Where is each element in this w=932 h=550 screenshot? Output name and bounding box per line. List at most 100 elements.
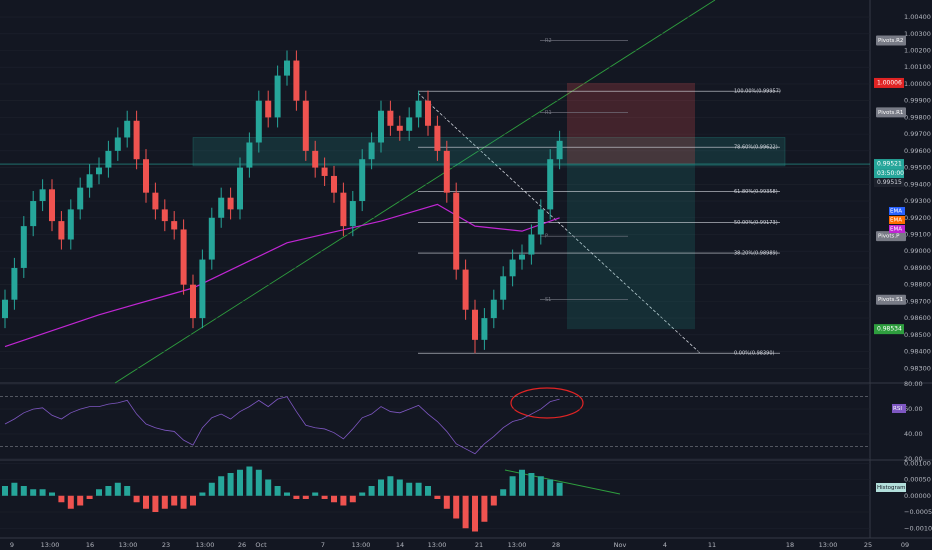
y-tick-label: 0.98400 <box>904 348 931 356</box>
candle-body <box>312 150 319 168</box>
histogram-bar <box>11 482 18 496</box>
ma-tag-label: EMA <box>890 227 902 233</box>
last-price-label: 0.99515 <box>877 179 902 186</box>
candle-body <box>11 267 18 300</box>
candle-body <box>255 100 262 143</box>
candle-body <box>340 192 347 227</box>
pivot-tag-label: Pivots.P <box>878 234 900 240</box>
trend-line <box>114 0 716 384</box>
x-tick-label: 21 <box>475 541 483 549</box>
ma-tag-label: EMA <box>890 209 902 215</box>
x-tick-label: 26 <box>238 541 246 549</box>
y-tick-label: 1.00400 <box>904 13 931 21</box>
histogram-bar <box>434 495 441 499</box>
candle-body <box>396 125 403 131</box>
histogram-bar <box>453 495 460 519</box>
highlight-ellipse <box>510 387 584 419</box>
candle-body <box>302 100 309 151</box>
y-tick-label: 1.00200 <box>904 47 931 55</box>
histogram-bar <box>180 495 187 509</box>
histogram-bar <box>67 495 74 509</box>
y-tick-label: 0.99000 <box>904 247 931 255</box>
candle-body <box>453 192 460 270</box>
candle-body <box>161 209 168 222</box>
x-tick-label: Nov <box>614 541 627 549</box>
x-tick-label: 25 <box>864 541 872 549</box>
histogram-bar <box>218 476 225 496</box>
x-tick-label: 16 <box>86 541 94 549</box>
histogram-bar <box>2 486 8 496</box>
histogram-bar <box>472 495 478 532</box>
histogram-bar <box>49 492 55 496</box>
y-tick-label: 0.99500 <box>904 164 931 172</box>
y-tick-label: 0.98800 <box>904 281 931 289</box>
candle-body <box>481 318 488 340</box>
fib-label: 0.00%(0.98390) <box>734 351 775 357</box>
candle-body <box>227 197 234 210</box>
histogram-bar <box>190 495 196 506</box>
fib-label: 61.80%(0.99358) <box>734 189 778 195</box>
candle-body <box>208 217 215 260</box>
diagonal-dashed-line <box>417 92 701 354</box>
histogram-bar <box>500 489 507 496</box>
entry-tag <box>874 159 904 170</box>
histogram-bar <box>237 469 243 496</box>
candle-body <box>86 174 93 188</box>
x-tick-label: 13:00 <box>352 541 371 549</box>
countdown-label: 03:50:00 <box>877 170 904 177</box>
y-tick-label: 0.99600 <box>904 147 931 155</box>
stop-tag-label: 1.00006 <box>877 79 902 86</box>
candle-body <box>349 201 356 227</box>
target-tag-label: 0.98534 <box>877 326 902 333</box>
histogram-bar <box>143 495 149 509</box>
histogram-bar <box>349 495 356 503</box>
pivot-tag <box>876 107 906 118</box>
pivot-tag <box>876 294 906 305</box>
pivot-tag <box>876 35 906 46</box>
y-tick-label: 0.98900 <box>904 264 931 272</box>
rsi-tag-label: RSI <box>893 406 902 412</box>
y-tick-label: 0.99900 <box>904 97 931 105</box>
y-tick-label: 1.00100 <box>904 63 931 71</box>
candle-body <box>218 197 225 218</box>
ema-line <box>4 203 560 348</box>
ma-tag <box>889 225 905 233</box>
candle-body <box>180 229 187 285</box>
candle-body <box>500 276 507 300</box>
candle-body <box>378 110 384 143</box>
x-tick-label: 28 <box>552 541 560 549</box>
x-tick-label: 9 <box>10 541 14 549</box>
y-tick-label: 1.00000 <box>904 80 931 88</box>
candle-body <box>472 309 478 340</box>
rsi-tick-label: 40.00 <box>904 430 923 438</box>
pivot-short-label: R1 <box>545 110 552 116</box>
x-tick-label: 14 <box>396 541 404 549</box>
stop-zone <box>567 82 695 165</box>
y-tick-label: 0.99800 <box>904 113 931 121</box>
histogram-bar <box>368 486 375 496</box>
fib-label: 100.00%(0.99957) <box>734 89 781 95</box>
histogram-bar <box>547 479 554 496</box>
y-tick-label: 0.99300 <box>904 197 931 205</box>
histogram-bar <box>77 495 84 506</box>
candle-body <box>406 117 413 131</box>
candle-body <box>556 140 563 160</box>
rsi-tag <box>892 404 906 413</box>
candle-body <box>415 100 422 118</box>
x-tick-label: 7 <box>321 541 325 549</box>
candle-body <box>124 120 131 138</box>
histogram-bar <box>58 495 65 503</box>
candle-body <box>199 259 206 319</box>
pivot-tag-label: Pivots.R2 <box>878 38 903 44</box>
x-tick-label: 13:00 <box>508 541 527 549</box>
histogram-bar <box>227 473 234 496</box>
candle-body <box>237 167 243 210</box>
fib-label: 78.60%(0.99622) <box>734 145 778 151</box>
candle-body <box>246 142 253 168</box>
x-tick-label: 4 <box>663 541 667 549</box>
histogram-bar <box>556 482 563 496</box>
candle-body <box>359 159 366 202</box>
last-price-tag <box>874 178 904 188</box>
candle-body <box>509 259 516 277</box>
